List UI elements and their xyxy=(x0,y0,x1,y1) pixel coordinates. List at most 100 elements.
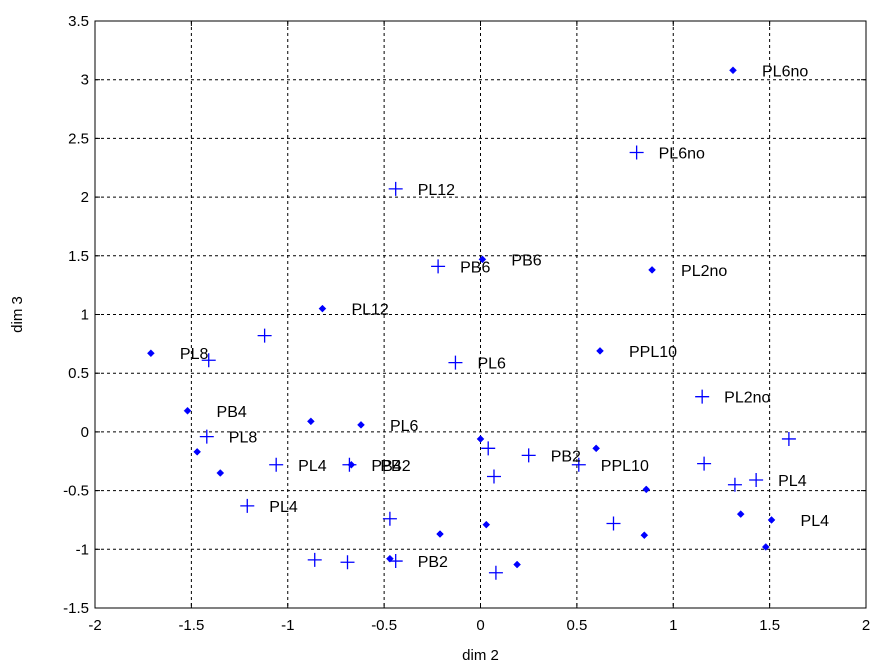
point-label: PL6 xyxy=(477,356,506,373)
plus-marker xyxy=(486,469,501,484)
point-label: PB4 xyxy=(371,458,401,475)
diamond-marker xyxy=(476,435,485,443)
point-labels: PL6no PL2no PB6 PL12 PL8 PPL10 PB4 PL6 PB2 PL4 PL6… xyxy=(180,63,829,571)
y-tick-label: 0.5 xyxy=(68,365,89,382)
diamond-marker xyxy=(761,543,770,551)
x-tick-label: -0.5 xyxy=(371,617,397,634)
plus-marker xyxy=(749,473,764,488)
diamond-marker xyxy=(642,485,651,494)
x-tick-label: 1.5 xyxy=(759,617,780,634)
plus-marker xyxy=(257,328,272,343)
point-label: PB6 xyxy=(460,259,490,276)
point-label: PL6 xyxy=(390,418,419,435)
x-tick-label: 0 xyxy=(476,617,484,634)
point-label: PL12 xyxy=(351,302,388,319)
plus-marker xyxy=(307,552,322,567)
y-tick-label: 3.5 xyxy=(68,13,89,30)
plus-marker xyxy=(488,565,503,580)
x-tick-label: -1.5 xyxy=(178,617,204,634)
plus-marker xyxy=(697,456,712,471)
plus-marker xyxy=(240,498,255,513)
diamond-marker xyxy=(513,560,521,569)
x-tick-label: 1 xyxy=(669,617,677,634)
y-tick-label: 2 xyxy=(81,189,89,206)
point-label: PL6no xyxy=(762,63,808,80)
x-tick-label: -1 xyxy=(281,617,294,634)
diamond-marker xyxy=(478,255,487,264)
plus-marker xyxy=(481,441,496,456)
y-tick-label: -1.5 xyxy=(63,600,89,617)
point-label: PL8 xyxy=(229,430,258,447)
y-tick-label: 1 xyxy=(81,307,89,324)
plus-marker xyxy=(781,431,796,446)
point-label: PB2 xyxy=(380,458,410,475)
y-tick-labels: -1.5 -1 -0.5 0 0.5 1 1.5 2 2.5 3 3.5 xyxy=(63,13,89,617)
point-label: PB6 xyxy=(511,252,541,269)
point-label: PL8 xyxy=(180,346,209,363)
plus-marker xyxy=(431,259,446,274)
diamond-marker xyxy=(386,554,394,563)
point-label: PL2no xyxy=(681,263,727,280)
plus-marker xyxy=(521,448,536,463)
diamond-marker xyxy=(640,531,649,540)
point-label: PL6no xyxy=(659,145,705,162)
diamond-marker xyxy=(596,347,604,355)
plus-marker xyxy=(629,145,644,160)
point-label: PL4 xyxy=(778,473,807,490)
y-tick-label: 3 xyxy=(81,72,89,89)
point-label: PB4 xyxy=(217,404,247,421)
point-label: PL2no xyxy=(724,390,770,407)
point-label: PPL10 xyxy=(629,344,677,361)
y-tick-label: 1.5 xyxy=(68,248,89,265)
diamond-marker xyxy=(648,266,656,274)
plus-marker xyxy=(606,516,621,531)
diamond-marker xyxy=(357,421,365,429)
plus-marker xyxy=(201,353,216,368)
plot-frame xyxy=(94,20,867,609)
x-tick-label: 0.5 xyxy=(566,617,587,634)
diamond-marker xyxy=(592,444,601,453)
diamond-marker xyxy=(183,406,192,415)
point-label: PL4 xyxy=(801,513,830,530)
plus-marker xyxy=(448,355,463,370)
diamond-marker xyxy=(318,304,327,313)
y-tick-label: -0.5 xyxy=(63,483,89,500)
plus-marker xyxy=(269,457,284,472)
plus-marker xyxy=(199,429,214,444)
plus-marker xyxy=(695,389,710,404)
point-label: PL4 xyxy=(269,499,298,516)
diamond-marker xyxy=(736,510,745,518)
plus-marker xyxy=(342,457,357,472)
y-tick-label: 0 xyxy=(81,424,89,441)
point-label: PB2 xyxy=(418,554,448,571)
plus-marker xyxy=(571,457,586,472)
y-tick-label: 2.5 xyxy=(68,130,89,147)
plus-marker xyxy=(727,477,742,492)
y-axis-title: dim 3 xyxy=(9,296,26,333)
y-tick-label: -1 xyxy=(76,541,89,558)
diamond-marker xyxy=(193,448,202,456)
diamond-marker xyxy=(307,417,315,426)
x-tick-labels: -2 -1.5 -1 -0.5 0 0.5 1 1.5 2 xyxy=(88,617,870,634)
point-label: PPL10 xyxy=(601,458,649,475)
data-markers xyxy=(147,66,796,580)
grid-lines xyxy=(95,21,866,608)
plus-marker xyxy=(382,511,397,526)
plus-marker xyxy=(340,555,355,570)
x-tick-label: -2 xyxy=(88,617,101,634)
diamond-marker xyxy=(482,520,491,529)
x-tick-label: 2 xyxy=(862,617,870,634)
point-label: PL12 xyxy=(418,182,455,199)
x-axis-title: dim 2 xyxy=(462,647,499,664)
point-label: PL4 xyxy=(298,458,327,475)
diamond-marker xyxy=(729,66,737,75)
diamond-marker xyxy=(147,349,155,358)
diamond-marker xyxy=(767,516,776,524)
diamond-marker xyxy=(216,469,225,477)
point-label: PB2 xyxy=(551,448,581,465)
diamond-marker xyxy=(436,530,444,538)
axis-ticks xyxy=(94,20,867,609)
plus-marker xyxy=(388,554,403,569)
